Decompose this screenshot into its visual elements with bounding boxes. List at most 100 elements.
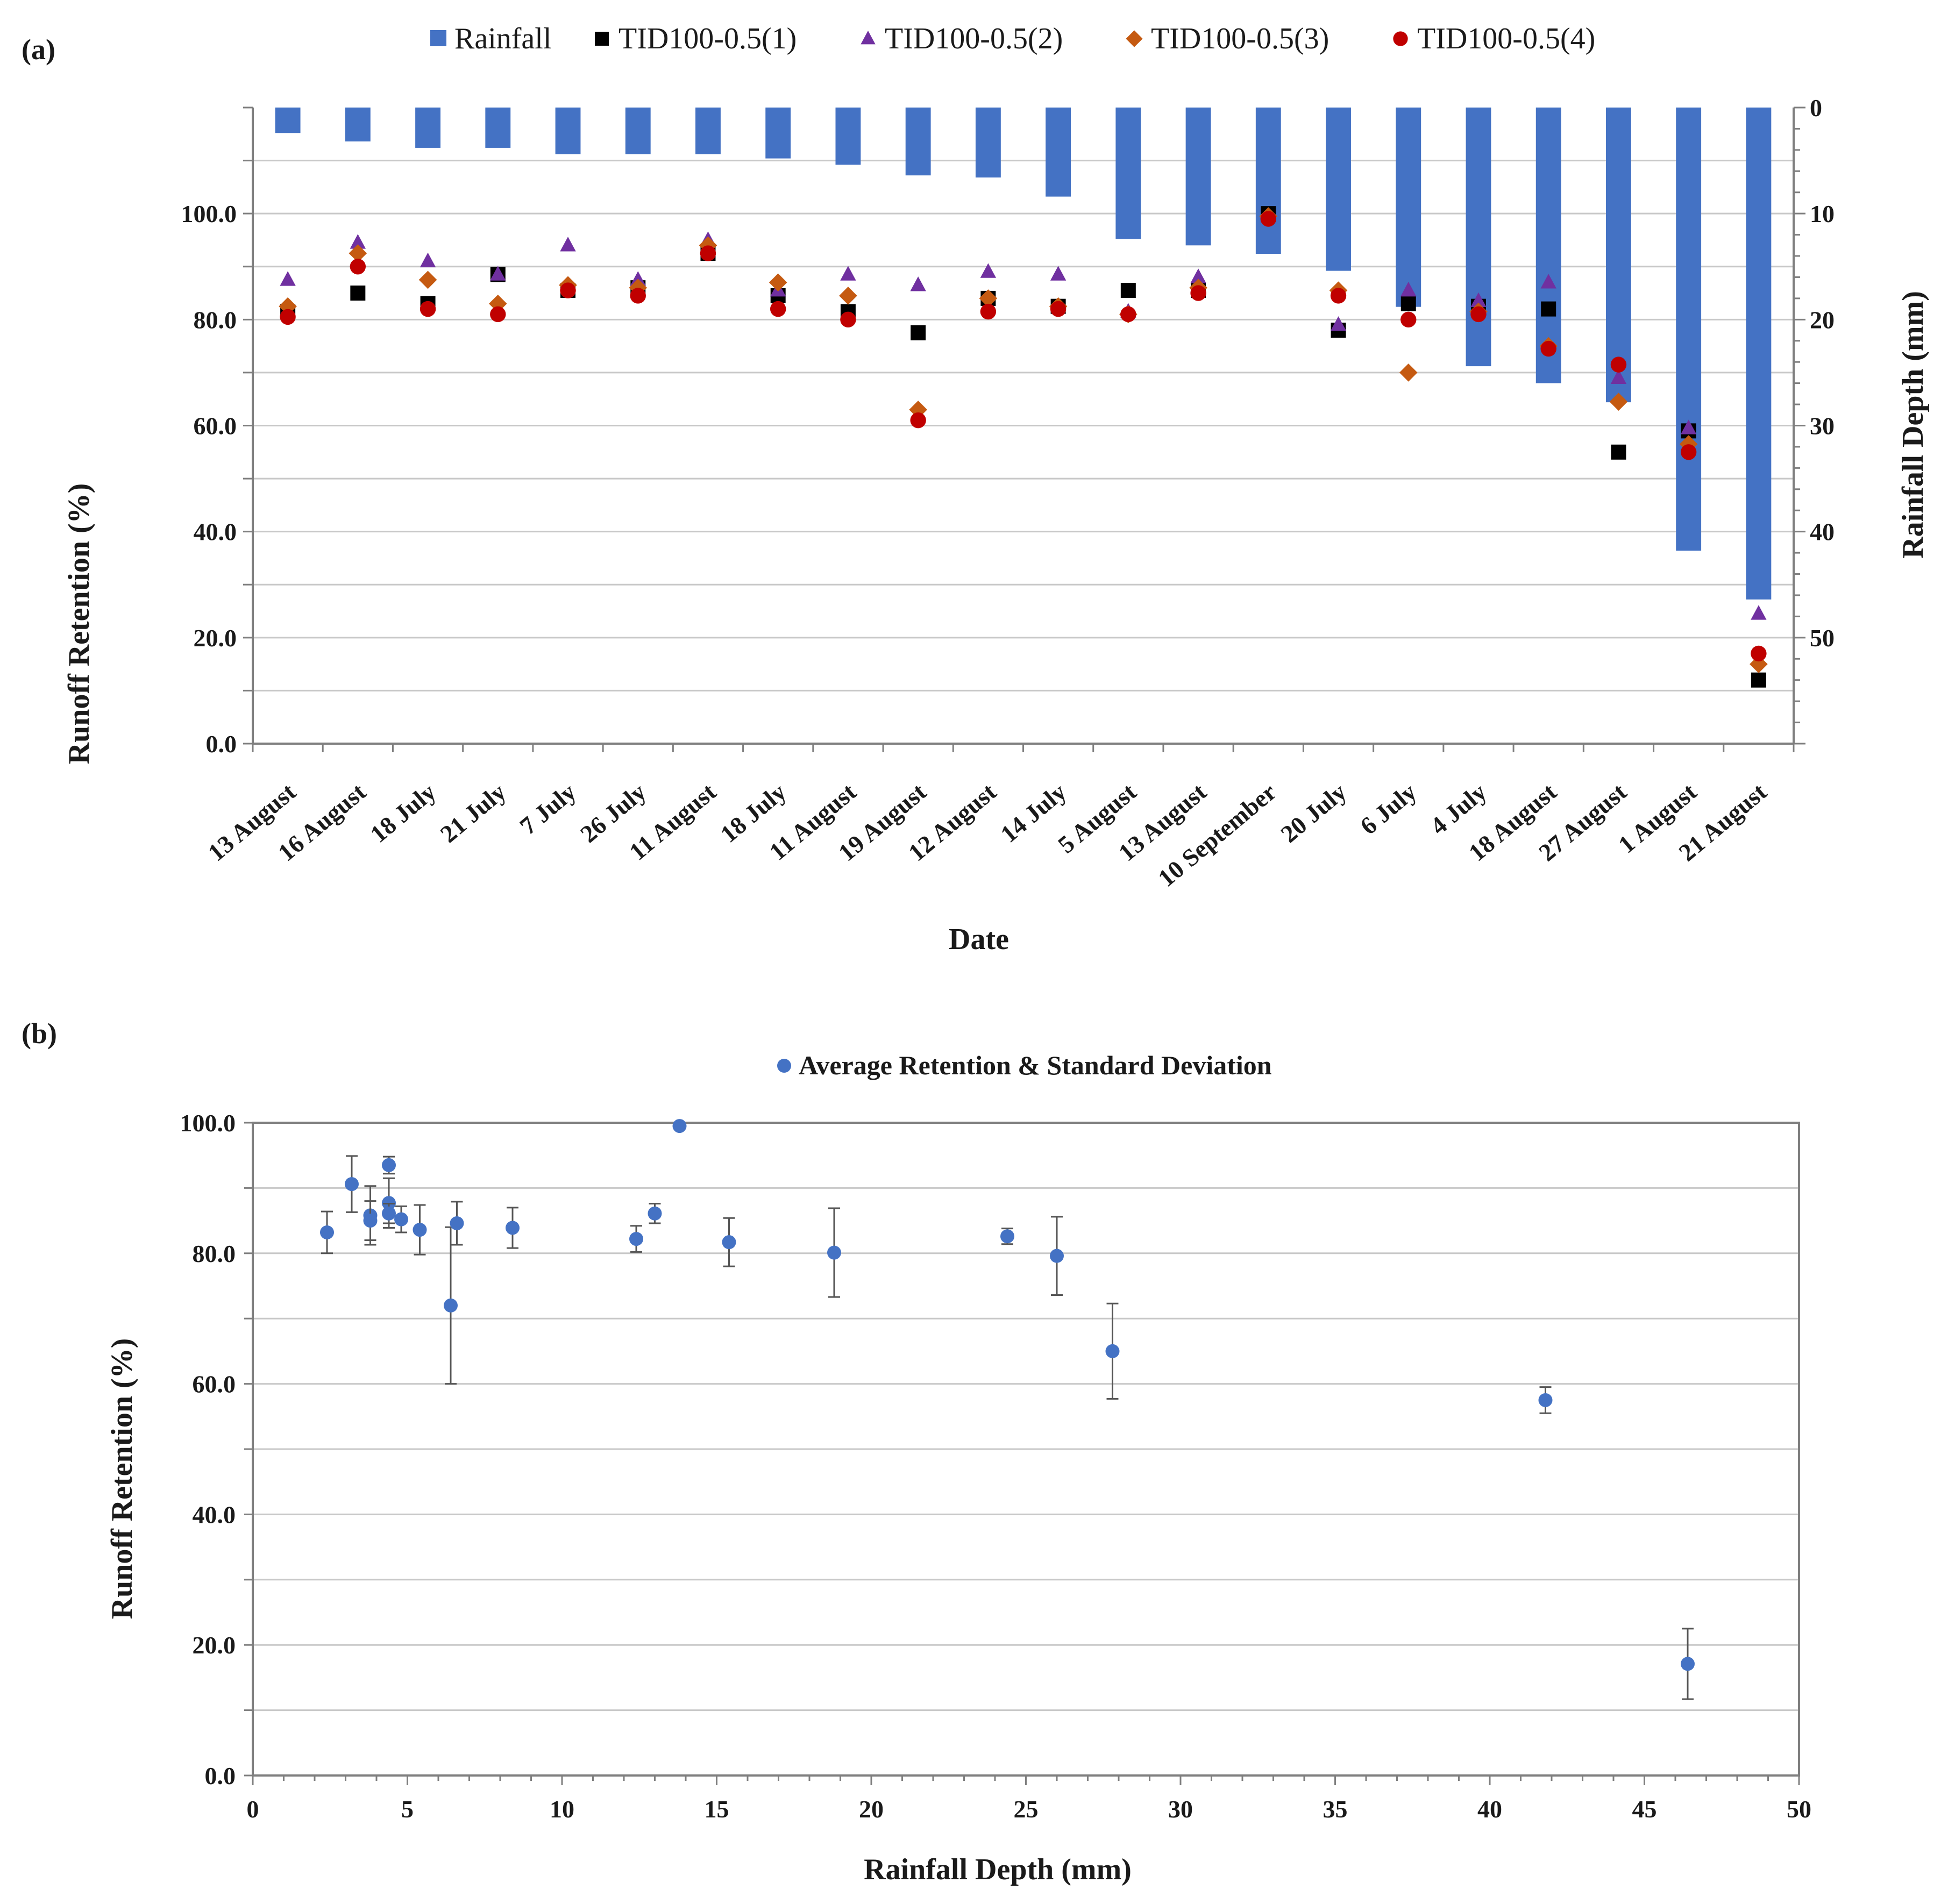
- average-point: [363, 1214, 378, 1228]
- point-triangle: [630, 271, 646, 286]
- average-point: [1681, 1657, 1695, 1671]
- x-tick-label: 45: [1632, 1795, 1657, 1823]
- point-circle: [1050, 301, 1067, 317]
- point-circle: [350, 259, 366, 275]
- point-triangle: [1751, 605, 1767, 620]
- average-point: [648, 1206, 662, 1221]
- point-square: [911, 325, 926, 340]
- y-tick-label: 40.0: [193, 1501, 236, 1528]
- date-tick-label: 20 July: [1275, 778, 1351, 848]
- average-point: [444, 1298, 458, 1313]
- rainfall-bar: [555, 108, 581, 154]
- average-point: [413, 1223, 427, 1237]
- y-tick-label: 100.0: [180, 1109, 236, 1137]
- x-tick-label: 10: [550, 1795, 574, 1823]
- average-point: [1105, 1344, 1120, 1358]
- point-circle: [280, 309, 296, 325]
- point-circle: [1540, 340, 1556, 357]
- rainfall-bar: [1466, 108, 1491, 367]
- point-diamond: [1399, 363, 1418, 382]
- point-triangle: [1540, 274, 1556, 289]
- right-tick-label: 40: [1810, 518, 1835, 546]
- panel-a: (a) Rainfall TID100-0.5(1) TID100-0.5(2) TI…: [22, 22, 1930, 956]
- point-diamond: [349, 244, 367, 262]
- rainfall-bar: [625, 108, 651, 154]
- right-tick-label: 10: [1810, 200, 1835, 227]
- y-tick-label: 0.0: [205, 1762, 236, 1789]
- point-circle: [420, 301, 436, 317]
- rainfall-bar: [1396, 108, 1421, 307]
- date-tick-label: 18 July: [365, 778, 441, 848]
- panel-b-legend: Average Retention & Standard Deviation: [777, 1050, 1272, 1080]
- point-circle: [1330, 288, 1347, 304]
- rainfall-bar: [695, 108, 721, 154]
- point-circle: [1680, 444, 1697, 460]
- point-diamond: [839, 287, 857, 305]
- panel-b-y-axis-title: Runoff Retention (%): [105, 1338, 139, 1620]
- right-tick-label: 30: [1810, 412, 1835, 440]
- x-tick-label: 35: [1323, 1795, 1348, 1823]
- legend-marker-rainfall: [430, 30, 446, 46]
- point-circle: [1400, 311, 1417, 328]
- left-tick-label: 60.0: [194, 412, 237, 440]
- average-point: [672, 1119, 687, 1133]
- point-circle: [840, 311, 856, 328]
- point-triangle: [350, 234, 366, 249]
- left-tick-label: 100.0: [181, 200, 237, 227]
- point-triangle: [280, 271, 296, 286]
- average-point: [506, 1221, 520, 1235]
- point-triangle: [1330, 316, 1347, 331]
- legend-label-series: TID100-0.5(1): [618, 22, 797, 55]
- point-triangle: [1470, 292, 1487, 308]
- rainfall-bar: [1046, 108, 1071, 197]
- point-square: [1400, 296, 1416, 311]
- point-circle: [980, 303, 997, 320]
- date-tick-label: 6 July: [1355, 778, 1421, 840]
- y-tick-label: 20.0: [193, 1631, 236, 1659]
- point-triangle: [840, 266, 856, 281]
- point-diamond: [1609, 393, 1628, 411]
- x-tick-label: 15: [705, 1795, 729, 1823]
- point-circle: [1751, 645, 1767, 662]
- average-point: [1538, 1393, 1553, 1407]
- panel-a-axes: [243, 106, 1805, 752]
- panel-a-legend: Rainfall TID100-0.5(1) TID100-0.5(2) TID100…: [430, 22, 1595, 55]
- average-point: [450, 1216, 464, 1230]
- date-tick-label: 7 July: [515, 778, 581, 840]
- legend-marker-triangle: [861, 31, 876, 45]
- legend-marker-square: [595, 32, 609, 46]
- rainfall-bars: [275, 108, 1772, 600]
- average-point: [1050, 1249, 1064, 1263]
- legend-marker-average: [777, 1059, 791, 1073]
- date-tick-label: 10 September: [1153, 778, 1281, 892]
- x-tick-label: 30: [1168, 1795, 1193, 1823]
- left-tick-label: 40.0: [194, 518, 237, 546]
- point-circle: [700, 245, 716, 261]
- point-square: [350, 286, 366, 301]
- point-circle: [770, 301, 786, 317]
- average-point: [827, 1245, 841, 1260]
- average-point: [1000, 1229, 1014, 1244]
- legend-label-average: Average Retention & Standard Deviation: [799, 1050, 1272, 1080]
- average-points: [320, 1119, 1695, 1700]
- rainfall-bar: [1326, 108, 1351, 271]
- x-tick-label: 20: [859, 1795, 884, 1823]
- point-triangle: [1400, 282, 1417, 297]
- panel-b-label: (b): [22, 1017, 57, 1050]
- point-circle: [1190, 285, 1206, 301]
- rainfall-bar: [275, 108, 301, 133]
- point-triangle: [420, 252, 436, 268]
- right-tick-label: 20: [1810, 306, 1835, 333]
- x-tick-label: 5: [401, 1795, 414, 1823]
- point-triangle: [980, 263, 997, 278]
- panel-a-x-axis-title: Date: [949, 923, 1009, 956]
- legend-marker-diamond: [1126, 30, 1143, 47]
- x-tick-label: 50: [1787, 1795, 1811, 1823]
- point-triangle: [560, 237, 576, 252]
- rainfall-bar: [415, 108, 441, 148]
- rainfall-bar: [1605, 108, 1631, 403]
- point-triangle: [910, 276, 926, 291]
- point-circle: [1470, 306, 1487, 323]
- point-circle: [1120, 306, 1136, 323]
- rainfall-bar: [485, 108, 511, 148]
